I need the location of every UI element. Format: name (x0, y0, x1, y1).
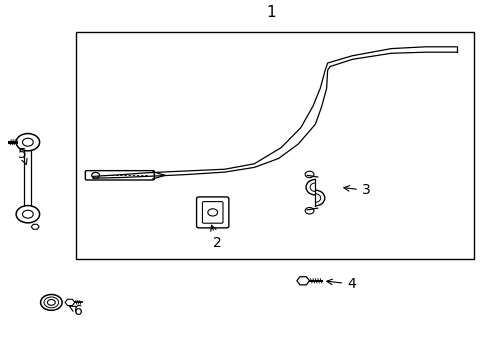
Text: 5: 5 (18, 147, 27, 165)
Text: 6: 6 (68, 304, 82, 318)
FancyBboxPatch shape (196, 197, 228, 228)
Circle shape (44, 297, 59, 308)
Bar (76, 32, 473, 259)
Circle shape (16, 206, 40, 223)
Circle shape (207, 209, 217, 216)
Circle shape (305, 207, 313, 214)
Text: 2: 2 (210, 225, 222, 249)
Circle shape (47, 300, 55, 305)
FancyBboxPatch shape (85, 171, 154, 180)
Circle shape (22, 138, 33, 146)
Text: 3: 3 (343, 183, 370, 197)
Text: 4: 4 (326, 277, 355, 291)
Circle shape (41, 294, 62, 310)
Circle shape (16, 134, 40, 151)
Circle shape (305, 171, 313, 178)
FancyBboxPatch shape (202, 202, 223, 223)
Circle shape (22, 210, 33, 218)
Text: 1: 1 (266, 5, 276, 20)
Circle shape (91, 172, 100, 178)
